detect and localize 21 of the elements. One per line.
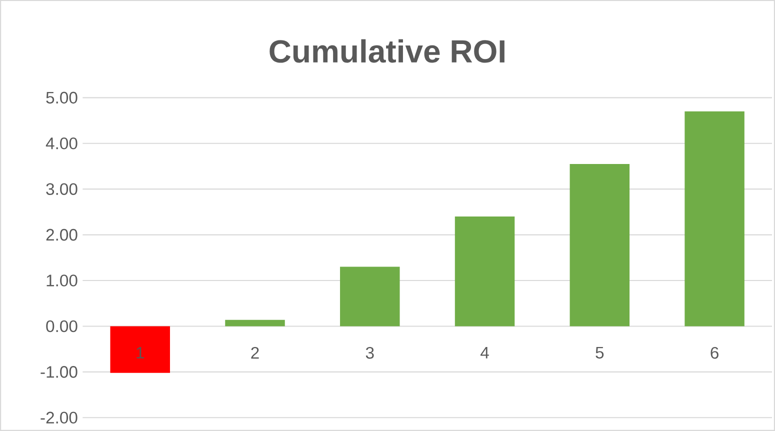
- x-tick-label: 6: [710, 346, 718, 359]
- bar: [225, 320, 285, 326]
- x-tick-label: 4: [480, 346, 489, 358]
- y-tick-label: 2.00: [46, 228, 78, 241]
- bar: [340, 266, 400, 326]
- x-tick-label: 3: [366, 346, 374, 359]
- y-tick-label: 3.00: [46, 183, 78, 195]
- chart-title: Cumulative ROI: [270, 39, 504, 63]
- y-tick-label: 4.00: [46, 137, 78, 150]
- bar: [570, 164, 630, 326]
- bar: [684, 111, 744, 326]
- y-tick-label: -1.00: [40, 366, 78, 378]
- y-tick-label: 0.00: [46, 320, 78, 332]
- y-tick-label: 1.00: [46, 274, 78, 286]
- x-tick-label: 5: [596, 346, 604, 359]
- bar: [454, 216, 515, 326]
- x-tick-label: 1: [136, 346, 144, 358]
- y-tick-label: -2.00: [40, 412, 78, 424]
- bar: [110, 326, 170, 373]
- y-tick-label: 5.00: [46, 92, 78, 104]
- x-tick-label: 2: [251, 346, 259, 359]
